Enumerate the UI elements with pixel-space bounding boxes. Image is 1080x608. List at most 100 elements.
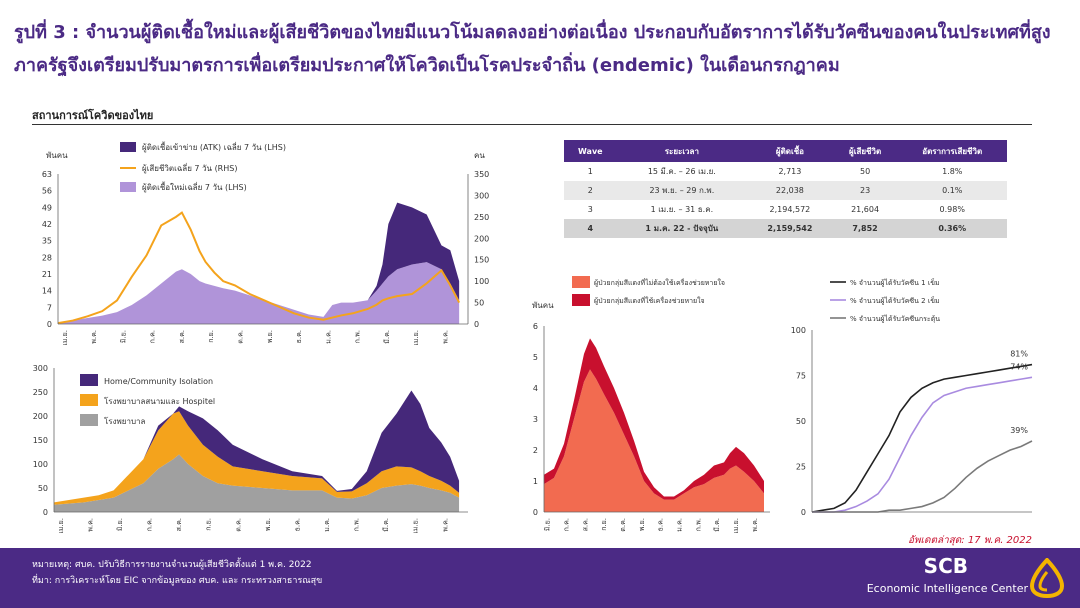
y-tick-label: 0 [43, 508, 48, 517]
x-tick-label: พ.ย. [266, 330, 274, 343]
x-tick-label: มิ.ย. [119, 330, 127, 343]
x-tick-label: ก.ค. [146, 518, 154, 531]
cell-wave: 1 [564, 162, 617, 181]
y-tick-label: 300 [33, 364, 48, 373]
cell-deaths: 23 [832, 181, 898, 200]
section-divider [32, 124, 1032, 125]
y-axis-title: พันคน [46, 151, 68, 160]
y-tick-label: 21 [42, 270, 52, 279]
x-tick-label: ต.ค. [619, 518, 627, 532]
x-tick-label: ก.ย. [207, 330, 215, 343]
vaccination-line-1 [812, 376, 1033, 513]
y-right-tick-label: 350 [474, 170, 489, 179]
y-right-tick-label: 200 [474, 234, 489, 243]
x-tick-label: ม.ค. [323, 518, 331, 532]
atk-cases-area [58, 202, 460, 323]
legend-swatch-atk [120, 142, 136, 152]
y-right-tick-label: 300 [474, 191, 489, 200]
cell-rate: 0.1% [897, 181, 1007, 200]
cell-deaths: 21,604 [832, 200, 898, 219]
end-label: 81% [1010, 350, 1028, 359]
y-tick-label: 42 [42, 220, 52, 229]
x-tick-label: พ.ย. [638, 518, 646, 531]
x-tick-label: พ.ค. [442, 330, 450, 344]
legend-label: โรงพยาบาล [104, 416, 146, 426]
y-right-tick-label: 150 [474, 256, 489, 265]
x-tick-label: ต.ค. [234, 518, 242, 532]
x-tick-label: พ.ค. [751, 518, 759, 532]
new-cases-area [58, 262, 460, 324]
y-tick-label: 6 [533, 322, 538, 331]
x-tick-label: พ.ค. [441, 518, 449, 532]
y-tick-label: 7 [47, 303, 52, 312]
area-series-0 [54, 454, 460, 512]
vaccination-line-0 [811, 363, 1033, 513]
wave-table: Wave ระยะเวลา ผู้ติดเชื้อ ผู้เสียชีวิต อ… [564, 140, 1007, 238]
x-tick-label: มี.ค. [713, 518, 721, 532]
x-tick-label: ก.ค. [149, 330, 157, 343]
x-tick-label: เม.ย. [57, 518, 65, 534]
y-tick-label: 200 [33, 412, 48, 421]
legend-swatch [572, 294, 590, 306]
wave-table-header: Wave ระยะเวลา ผู้ติดเชื้อ ผู้เสียชีวิต อ… [564, 140, 1007, 162]
page-title: รูปที่ 3 : จำนวนผู้ติดเชื้อใหม่และผู้เสี… [14, 22, 1051, 76]
legend-label: ผู้ป่วยกลุ่มสีแดงที่ไม่ต้องใช้เครื่องช่ว… [594, 278, 725, 287]
footer: หมายเหตุ: ศบค. ปรับวิธีการรายงานจำนวนผู้… [0, 548, 1080, 608]
x-tick-label: ก.ย. [205, 518, 213, 531]
x-tick-label: พ.ค. [86, 518, 94, 532]
y-tick-label: 0 [47, 320, 52, 329]
table-row: 4 1 ม.ค. 22 - ปัจจุบัน 2,159,542 7,852 0… [564, 219, 1007, 238]
serious-patients-chart: 0 1 2 3 4 5 6 มิ.ย. ก.ค. ส.ค. ก.ย. ต.ค. พ.ย. ธ.ค. ม.ค.… [532, 276, 770, 534]
y-tick-label: 0 [801, 508, 806, 517]
brand-name: SCB [923, 554, 968, 578]
y-tick-label: 0 [533, 508, 538, 517]
y-tick-label: 75 [796, 372, 806, 381]
update-date: อัพเดตล่าสุด: 17 พ.ค. 2022 [907, 535, 1032, 546]
y-tick-label: 28 [42, 253, 52, 262]
y-tick-label: 2 [533, 446, 538, 455]
x-tick-label: ก.ย. [600, 518, 608, 531]
y-tick-label: 25 [796, 463, 806, 472]
scb-logo-icon [1029, 558, 1065, 598]
x-tick-label: พ.ย. [264, 518, 272, 531]
cell-cases: 22,038 [747, 181, 833, 200]
x-tick-label: เม.ย. [412, 330, 420, 346]
col-period: ระยะเวลา [616, 140, 748, 162]
y-right-tick-label: 0 [474, 320, 479, 329]
legend-label: โรงพยาบาลสนามและ Hospitel [104, 396, 215, 406]
x-tick-label: พ.ค. [90, 330, 98, 344]
area-series-0 [544, 369, 764, 512]
cell-cases: 2,159,542 [747, 219, 833, 238]
y-tick-label: 100 [33, 460, 48, 469]
x-tick-label: ธ.ค. [657, 518, 665, 531]
y-tick-label: 250 [33, 388, 48, 397]
x-tick-label: ก.ค. [562, 518, 570, 531]
cell-deaths: 7,852 [832, 219, 898, 238]
y-tick-label: 14 [42, 287, 52, 296]
cell-period: 23 พ.ย. – 29 ก.พ. [616, 181, 748, 200]
legend-label-deaths: ผู้เสียชีวิตเฉลี่ย 7 วัน (RHS) [142, 162, 237, 174]
col-fatality-rate: อัตราการเสียชีวิต [897, 140, 1007, 162]
isolation-chart: 0 50 100 150 200 250 300 เม.ย. พ.ค. มิ.ย. ก.ค. ส.ค.… [33, 364, 468, 534]
x-tick-label: เม.ย. [412, 518, 420, 534]
x-tick-label: ส.ค. [175, 518, 183, 531]
table-row: 3 1 เม.ย. – 31 ธ.ค. 2,194,572 21,604 0.9… [564, 200, 1007, 219]
x-tick-label: ธ.ค. [295, 330, 303, 343]
section-title: สถานการณ์โควิดของไทย [32, 109, 154, 122]
cell-cases: 2,194,572 [747, 200, 833, 219]
x-tick-label: ก.พ. [694, 518, 702, 531]
area-series-1 [544, 338, 764, 500]
y-tick-label: 1 [533, 477, 538, 486]
y-tick-label: 4 [533, 384, 538, 393]
y-right-tick-label: 100 [474, 277, 489, 286]
cell-rate: 0.36% [897, 219, 1007, 238]
area-series-1 [54, 411, 460, 505]
brand-subtitle: Economic Intelligence Center [866, 582, 1028, 595]
x-tick-label: เม.ย. [61, 330, 69, 346]
legend-swatch [80, 394, 98, 406]
y-axis-title: พันคน [532, 301, 554, 310]
legend-swatch-new-cases [120, 182, 136, 192]
col-deaths: ผู้เสียชีวิต [832, 140, 898, 162]
x-tick-label: มิ.ย. [116, 518, 124, 531]
area-series-2 [54, 390, 460, 503]
